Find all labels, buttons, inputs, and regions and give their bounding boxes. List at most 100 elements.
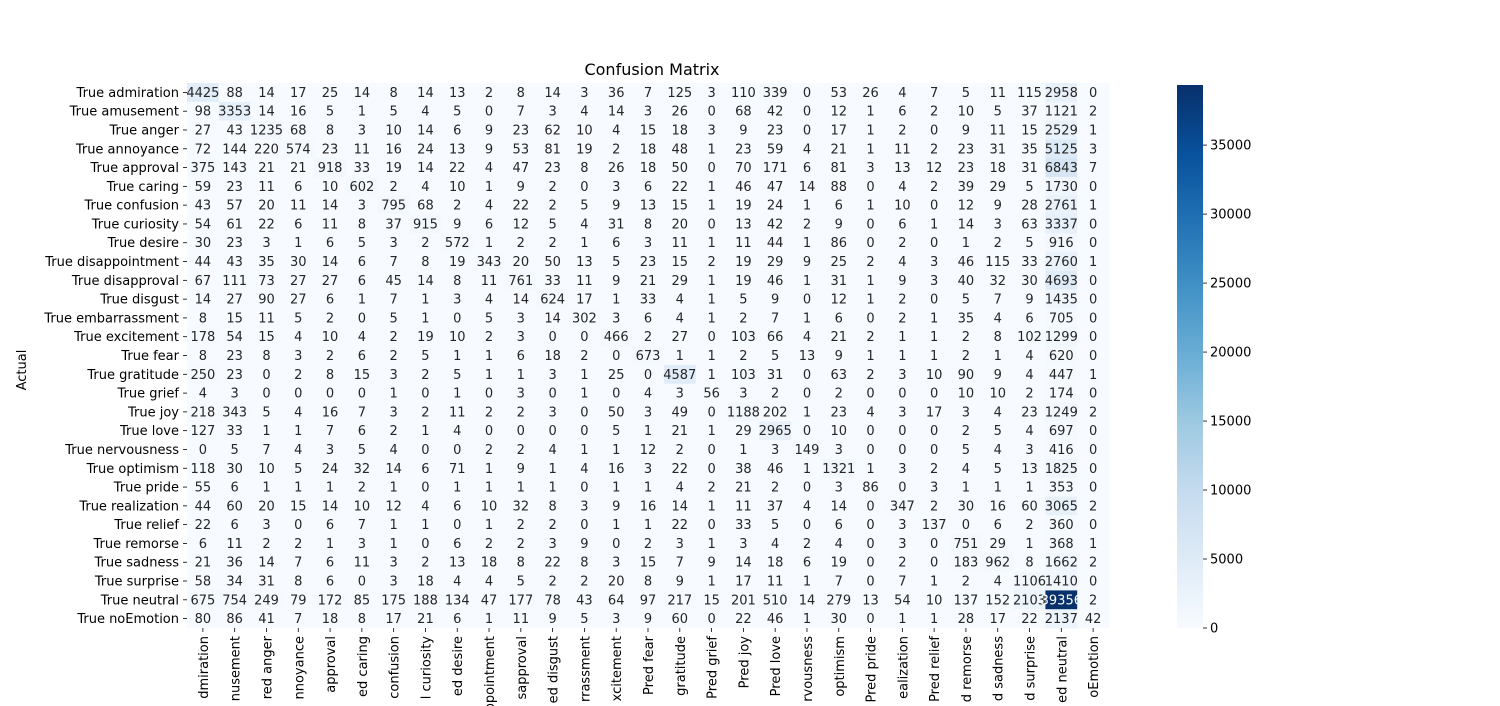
heatmap-cell [695,195,728,215]
heatmap-cell [1077,120,1110,140]
cell-value-label: 0 [1089,424,1097,439]
heatmap-cell [409,139,442,159]
cell-value-label: 7 [358,405,366,420]
heatmap-cell [1077,195,1110,215]
cell-value-label: 9 [612,199,620,214]
heatmap-cell [441,364,474,385]
cell-value-label: 2 [898,556,906,571]
cell-value-label: 1235 [250,123,283,138]
cell-value-label: 0 [803,518,811,533]
cell-value-label: 33 [354,161,371,176]
cell-value-label: 3 [612,612,620,627]
cell-value-label: 0 [803,105,811,120]
cell-value-label: 220 [254,142,279,157]
heatmap-cell [663,176,697,197]
heatmap-cell [282,252,315,272]
cell-value-label: 0 [1089,387,1097,402]
heatmap-cell [504,139,538,159]
heatmap-cell [504,158,538,178]
cell-value-label: 4 [676,481,684,496]
heatmap-cell [1077,308,1110,328]
heatmap-cell [727,515,760,535]
heatmap-cell [314,421,347,441]
heatmap-cell [854,364,887,385]
cell-value-label: 3 [612,556,620,571]
cell-value-label: 3 [453,293,461,308]
cell-value-label: 26 [608,161,625,176]
heatmap-cell [441,571,474,591]
heatmap-cell [536,534,569,554]
x-tick-label: red anger [260,635,275,699]
heatmap-cell [854,252,887,272]
cell-value-label: 16 [640,499,657,514]
heatmap-cell [981,327,1015,347]
heatmap-cell [695,515,728,535]
heatmap-cell [1045,120,1078,140]
cell-value-label: 4 [421,105,429,120]
cell-value-label: 1 [803,612,811,627]
cell-value-label: 7 [390,255,398,270]
heatmap-cell [187,289,220,309]
heatmap-cell [1013,590,1046,610]
heatmap-cell [345,176,379,197]
cell-value-label: 20 [258,499,275,514]
cell-value-label: 110 [731,86,756,101]
x-tick-label: Pred love [769,636,784,696]
cell-value-label: 50 [672,161,689,176]
heatmap-cell [568,101,601,121]
cell-value-label: 3 [835,481,843,496]
heatmap-cell [854,270,887,291]
cell-value-label: 47 [481,593,498,608]
cell-value-label: 0 [580,405,588,420]
cell-value-label: 2 [485,405,493,420]
heatmap-cell [377,609,410,629]
cell-value-label: 14 [354,86,371,101]
heatmap-cell [663,195,697,215]
heatmap-cell [536,477,569,497]
heatmap-cell [822,477,856,497]
heatmap-cell [345,346,379,366]
cell-value-label: 1188 [727,405,760,420]
cell-value-label: 18 [672,123,689,138]
y-tick-label: True admiration [76,86,179,101]
cell-value-label: 754 [222,593,247,608]
cell-value-label: 4 [835,537,843,552]
cell-value-label: 1249 [1045,405,1078,420]
heatmap-cell [568,233,601,253]
heatmap-cell [504,176,538,197]
cell-value-label: 23 [958,161,975,176]
heatmap-cell [918,214,951,234]
cell-value-label: 20 [608,575,625,590]
heatmap-cell [981,383,1015,403]
heatmap-cell [377,308,410,328]
heatmap-cell [918,590,951,610]
heatmap-cell [727,609,760,629]
heatmap-cell [950,364,983,385]
cell-value-label: 19 [449,255,466,270]
heatmap-cell [536,120,569,140]
cell-value-label: 3 [358,537,366,552]
cell-value-label: 5 [548,217,556,232]
heatmap-cell [822,158,856,178]
heatmap-cell [282,158,315,178]
heatmap-cell [345,402,379,422]
heatmap-cell [1013,195,1046,215]
heatmap-cell [536,552,569,573]
cell-value-label: 1 [421,424,429,439]
heatmap-cell [473,609,506,629]
heatmap-cell [886,477,919,497]
cell-value-label: 0 [644,368,652,383]
cell-value-label: 0 [1089,349,1097,364]
heatmap-cell [1013,83,1046,103]
heatmap-cell [504,458,538,479]
heatmap-cell [314,346,347,366]
heatmap-cell [536,158,569,178]
cell-value-label: 19 [576,142,593,157]
heatmap-cell [504,101,538,121]
heatmap-cell [377,120,410,140]
heatmap-cell [345,214,379,234]
cell-value-label: 1 [1025,481,1033,496]
heatmap-cell [600,383,633,403]
cell-value-label: 90 [258,293,275,308]
cell-value-label: 2 [803,217,811,232]
